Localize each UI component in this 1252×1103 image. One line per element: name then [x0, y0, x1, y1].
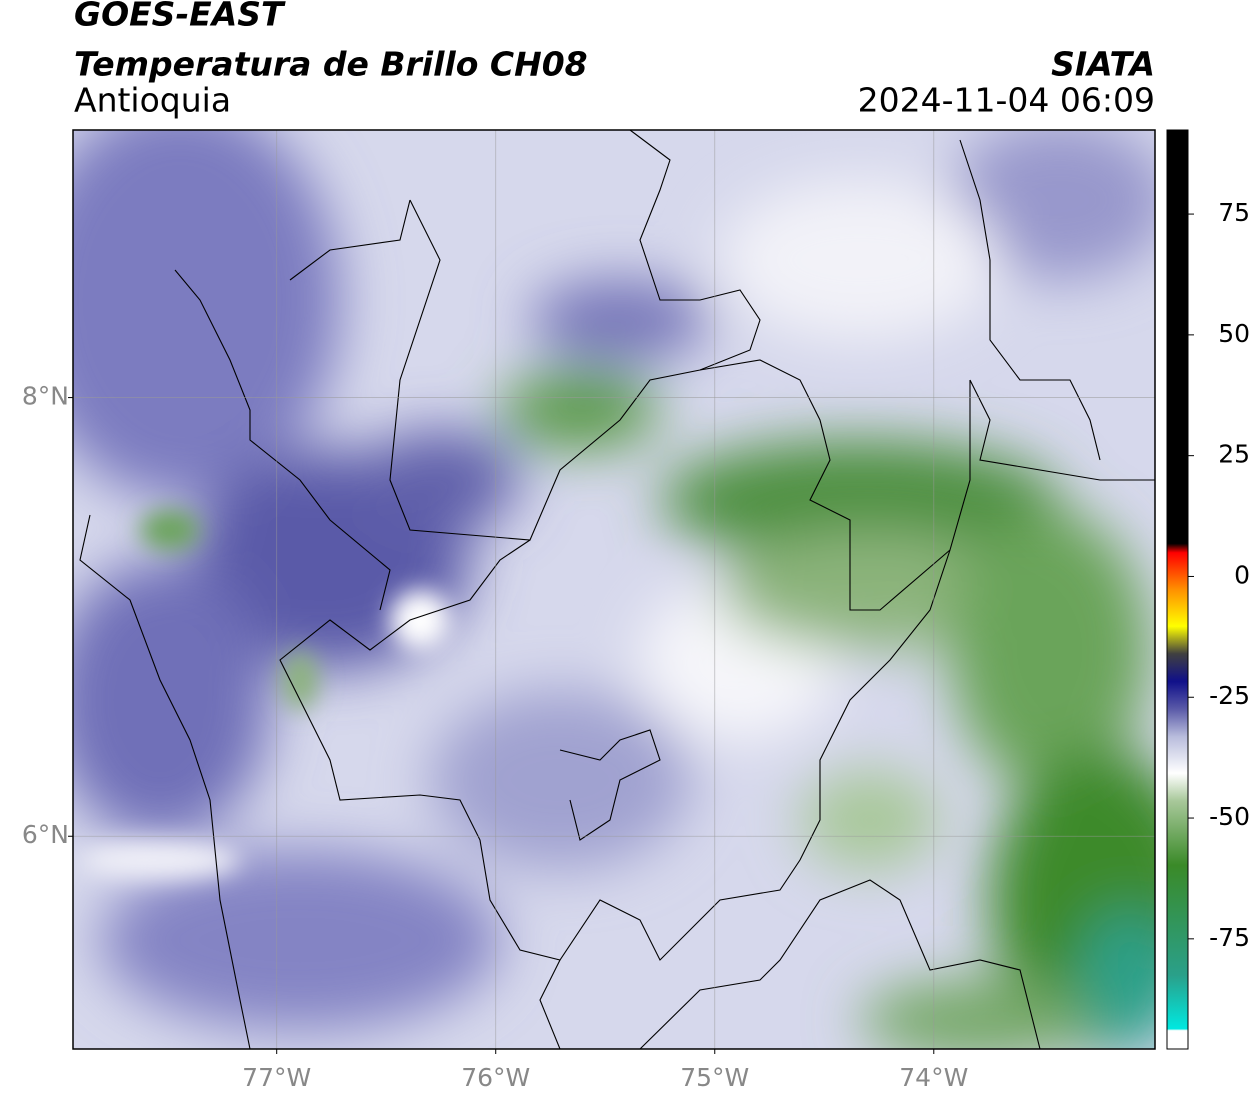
colorbar-tick-label: 0	[1234, 560, 1250, 589]
subtitle: Temperatura de Brillo CH08	[74, 45, 588, 84]
colorbar-tick-label: -25	[1209, 681, 1250, 710]
colorbar-tick-label: 75	[1218, 198, 1250, 227]
x-tick-label: 77°W	[242, 1063, 311, 1092]
title: GOES-EAST	[74, 0, 286, 34]
y-tick-label: 6°N	[22, 820, 69, 849]
satellite-image	[73, 130, 1155, 1049]
source: SIATA	[1051, 45, 1155, 84]
y-tick-label: 8°N	[22, 382, 69, 411]
colorbar-tick-label: -75	[1209, 923, 1250, 952]
colorbar	[1166, 129, 1189, 1050]
region: Antioquia	[74, 81, 231, 120]
colorbar-tick-label: 50	[1218, 319, 1250, 348]
timestamp: 2024-11-04 06:09	[858, 81, 1155, 120]
x-tick-label: 75°W	[680, 1063, 749, 1092]
colorbar-tick-label: 25	[1218, 440, 1250, 469]
map-frame	[72, 129, 1156, 1050]
x-tick-label: 76°W	[461, 1063, 530, 1092]
colorbar-tick-label: -50	[1209, 802, 1250, 831]
x-tick-label: 74°W	[899, 1063, 968, 1092]
